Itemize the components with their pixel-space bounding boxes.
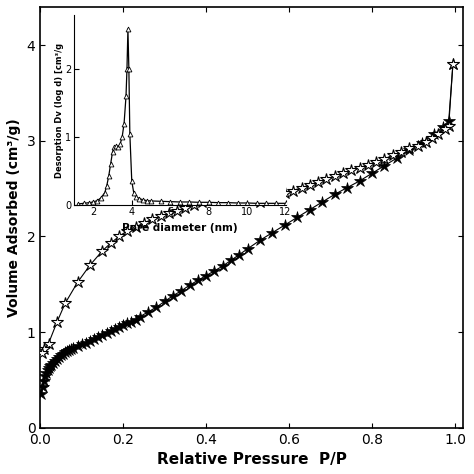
Y-axis label: Volume Adsorbed (cm³/g): Volume Adsorbed (cm³/g) (7, 118, 21, 317)
X-axis label: Relative Pressure  P/P: Relative Pressure P/P (157, 452, 346, 467)
